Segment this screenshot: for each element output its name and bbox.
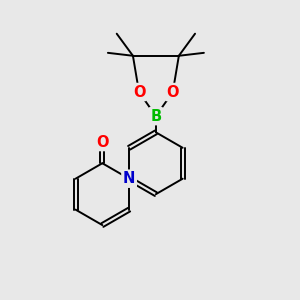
Text: O: O — [96, 134, 109, 149]
Text: B: B — [150, 109, 161, 124]
Text: O: O — [133, 85, 145, 100]
Text: O: O — [167, 85, 179, 100]
Text: N: N — [123, 171, 135, 186]
